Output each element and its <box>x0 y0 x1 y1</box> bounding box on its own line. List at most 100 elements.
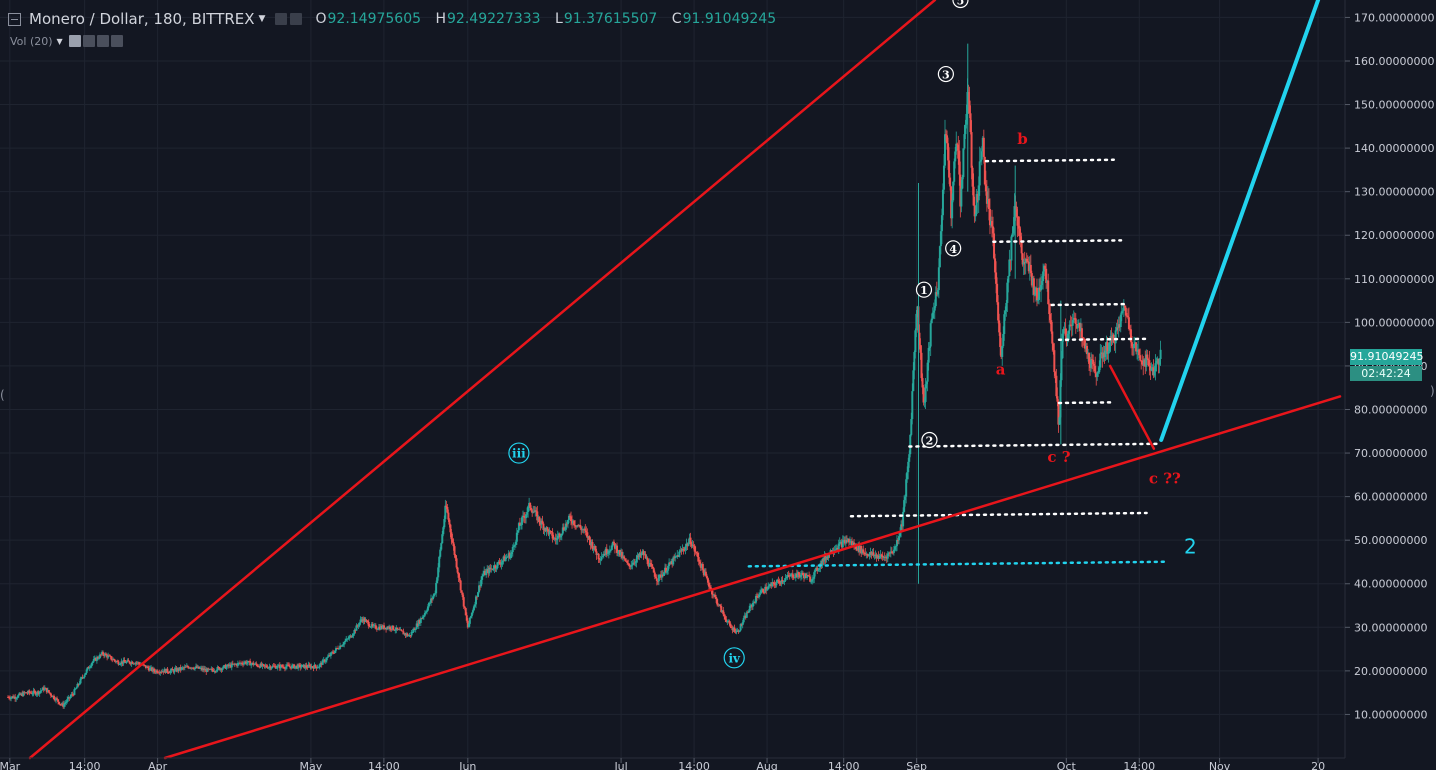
chevron-down-icon[interactable]: ▼ <box>56 36 63 46</box>
candle-body <box>1136 351 1139 352</box>
candle-body <box>365 620 368 621</box>
eye-icon[interactable] <box>275 13 288 25</box>
candle-body <box>395 627 398 631</box>
candle-body <box>105 653 108 655</box>
candle-body <box>438 556 441 568</box>
volume-label[interactable]: Vol (20) <box>10 34 53 48</box>
chevron-down-icon[interactable]: ▼ <box>258 14 266 24</box>
candle-body <box>879 554 882 557</box>
candle-body <box>162 671 165 673</box>
candle-body <box>570 516 573 522</box>
plus-icon[interactable] <box>96 35 109 47</box>
candle-body <box>497 561 500 563</box>
candle-body <box>532 511 535 513</box>
candle-body <box>414 628 417 630</box>
candle-body <box>1032 278 1035 295</box>
candle-body <box>625 560 628 562</box>
candle-body <box>1133 343 1136 349</box>
candle-body <box>963 134 966 149</box>
candle-body <box>170 668 173 671</box>
candle-body <box>119 663 122 665</box>
candle-body <box>534 510 537 513</box>
candle-body <box>556 535 559 540</box>
ohlc-readout: O92.14975605 H92.49227333 L91.37615507 C… <box>315 11 786 27</box>
candle-body <box>1155 360 1158 364</box>
candle-body <box>95 657 98 661</box>
candle-body <box>710 587 713 590</box>
candle-body <box>869 551 872 554</box>
candle-body <box>560 533 563 536</box>
candle-body <box>979 159 982 162</box>
candle-body <box>1135 342 1138 352</box>
candle-body <box>400 629 403 631</box>
candle-body <box>1129 329 1132 343</box>
settings-icon[interactable] <box>82 35 95 47</box>
candle-body <box>384 627 387 629</box>
candle-body <box>70 694 73 697</box>
candle-body <box>375 628 378 630</box>
candle-body <box>611 541 614 546</box>
candle-body <box>548 530 551 535</box>
candle-body <box>593 545 596 550</box>
candle-body <box>168 672 171 674</box>
candle-body <box>834 549 837 551</box>
candle-body <box>776 580 779 583</box>
candle-body <box>238 662 241 664</box>
candle-body <box>853 542 856 546</box>
candle-body <box>519 524 522 526</box>
candle-body <box>332 653 335 654</box>
candle-body <box>120 661 123 664</box>
candle-body <box>773 582 776 585</box>
candle-series <box>7 43 1162 709</box>
candle-body <box>1098 367 1101 373</box>
candle-body <box>1030 273 1033 286</box>
candle-body <box>937 267 940 291</box>
candle-body <box>1016 216 1019 226</box>
open-value: 92.14975605 <box>327 11 422 27</box>
candle-body <box>310 666 313 669</box>
candle-body <box>127 660 130 662</box>
candle-body <box>587 536 590 538</box>
close-icon[interactable] <box>110 35 123 47</box>
candle-body <box>392 625 395 630</box>
candle-body <box>690 544 693 547</box>
candle-body <box>1114 330 1117 344</box>
candle-body <box>628 563 631 566</box>
candle-body <box>24 692 27 694</box>
time-tick-label: Jul <box>613 760 627 770</box>
candle-body <box>696 552 699 558</box>
scroll-right-handle[interactable]: ) <box>1430 384 1435 398</box>
collapse-icon[interactable] <box>8 12 21 26</box>
settings-icon[interactable] <box>290 13 303 25</box>
candle-body <box>155 670 158 673</box>
scroll-left-handle[interactable]: ( <box>0 388 5 402</box>
candle-body <box>651 566 654 569</box>
candle-body <box>373 625 376 627</box>
eye-icon[interactable] <box>68 35 81 47</box>
candle-body <box>1148 360 1151 366</box>
wave-label: 2 <box>926 434 934 447</box>
candle-body <box>513 544 516 546</box>
candle-body <box>714 594 717 597</box>
trend-line <box>1108 364 1156 450</box>
candle-body <box>83 674 86 678</box>
candle-body <box>655 578 658 581</box>
candle-body <box>163 669 166 673</box>
candle-body <box>654 576 657 579</box>
candle-body <box>1022 262 1025 265</box>
candle-body <box>321 660 324 665</box>
candle-body <box>258 666 261 668</box>
symbol-title[interactable]: Monero / Dollar, 180, BITTREX <box>29 10 255 28</box>
candle-body <box>46 690 49 693</box>
candle-body <box>704 571 707 576</box>
candle-body <box>389 626 392 630</box>
candle-body <box>905 479 908 497</box>
candle-body <box>918 332 921 345</box>
candle-body <box>644 554 647 559</box>
candle-body <box>797 572 800 575</box>
candle-body <box>660 574 663 578</box>
candle-body <box>526 511 529 515</box>
candle-body <box>1150 368 1153 371</box>
candle-body <box>355 625 358 631</box>
